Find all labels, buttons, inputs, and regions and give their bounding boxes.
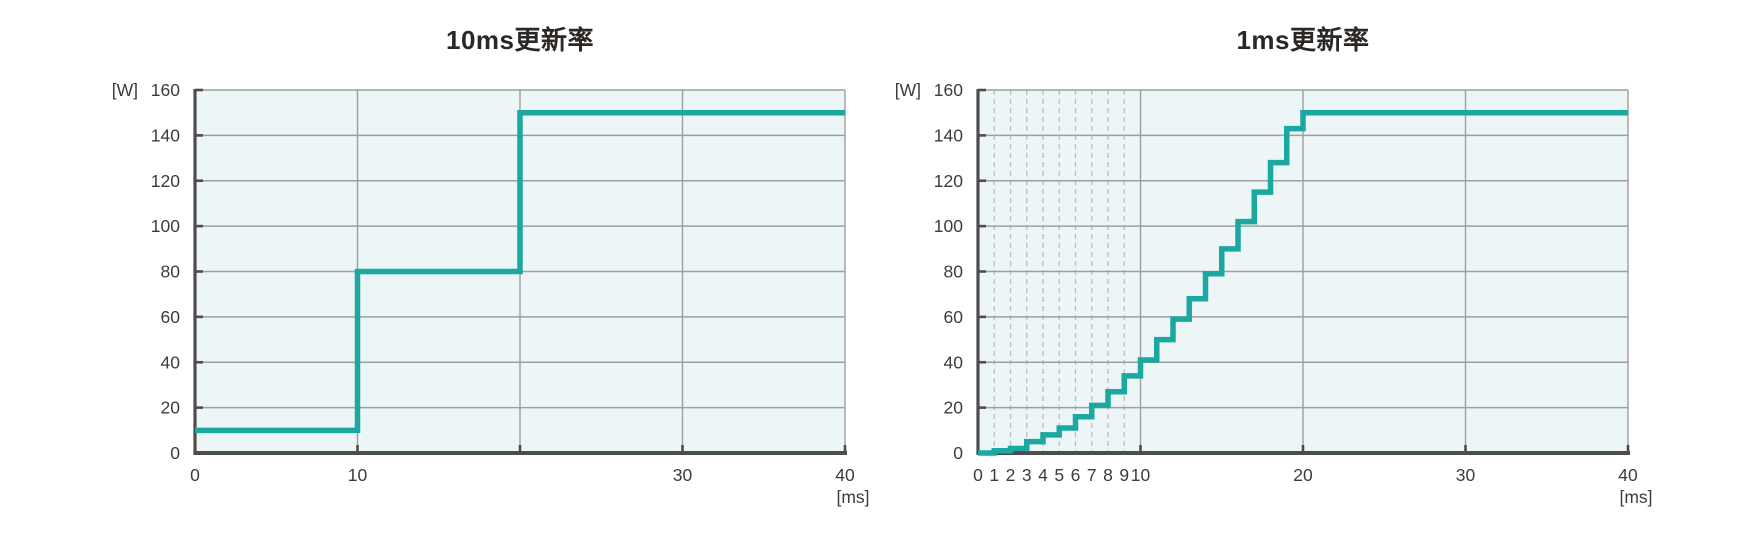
y-axis-tick-label: 60: [944, 307, 964, 327]
chart-title-1ms: 1ms更新率: [1236, 25, 1370, 55]
x-unit-label: [ms]: [836, 487, 869, 507]
y-axis-tick-label: 120: [151, 171, 180, 191]
y-axis-tick-label: 160: [934, 80, 963, 100]
x-axis-tick-label: 40: [835, 465, 855, 485]
x-axis-tick-label: 8: [1103, 465, 1113, 485]
x-axis-tick-label: 10: [1131, 465, 1151, 485]
x-axis-tick-label: 9: [1119, 465, 1129, 485]
y-axis-tick-label: 100: [934, 216, 963, 236]
y-axis-tick-label: 60: [161, 307, 181, 327]
x-axis-tick-label: 10: [348, 465, 368, 485]
x-unit-label: [ms]: [1619, 487, 1652, 507]
y-axis-tick-label: 20: [161, 398, 181, 418]
y-axis-tick-label: 80: [161, 262, 181, 282]
y-axis-tick-label: 140: [151, 125, 180, 145]
y-axis-tick-label: 20: [944, 398, 964, 418]
x-axis-tick-label: 0: [190, 465, 200, 485]
y-axis-tick-label: 40: [161, 352, 181, 372]
series-step-line: [195, 109, 845, 434]
x-axis-tick-label: 30: [673, 465, 693, 485]
x-axis-tick-label: 1: [989, 465, 999, 485]
x-axis-tick-label: 3: [1022, 465, 1032, 485]
x-axis-tick-label: 5: [1054, 465, 1064, 485]
y-axis-tick-label: 40: [944, 352, 964, 372]
x-axis-tick-label: 40: [1618, 465, 1638, 485]
y-axis-tick-label: 80: [944, 262, 964, 282]
y-unit-label: [W]: [895, 80, 921, 100]
y-axis-tick-label: 0: [170, 443, 180, 463]
y-unit-label: [W]: [112, 80, 138, 100]
x-axis-tick-label: 2: [1006, 465, 1016, 485]
y-axis-tick-label: 120: [934, 171, 963, 191]
x-axis-tick-label: 7: [1087, 465, 1097, 485]
x-axis-tick-label: 30: [1456, 465, 1476, 485]
x-axis-tick-label: 6: [1071, 465, 1081, 485]
y-axis-tick-label: 140: [934, 125, 963, 145]
x-axis-tick-label: 0: [973, 465, 983, 485]
x-axis-tick-label: 4: [1038, 465, 1048, 485]
y-axis-tick-label: 100: [151, 216, 180, 236]
x-axis-tick-label: 20: [1293, 465, 1313, 485]
chart-title-10ms: 10ms更新率: [446, 25, 594, 55]
chart-panel-10ms: 10ms更新率 0 20 40 60 80 100 120 140 160 [W] 0 10 30 40[…: [87, 0, 877, 550]
chart-panel-1ms: 1ms更新率 0 20 40 60 80 100 120 140 160 [W] 0 1 2 3 4 5 6 7 8…: [870, 0, 1660, 550]
y-axis-tick-label: 160: [151, 80, 180, 100]
y-axis-tick-label: 0: [953, 443, 963, 463]
series-step-line: [978, 109, 1628, 456]
